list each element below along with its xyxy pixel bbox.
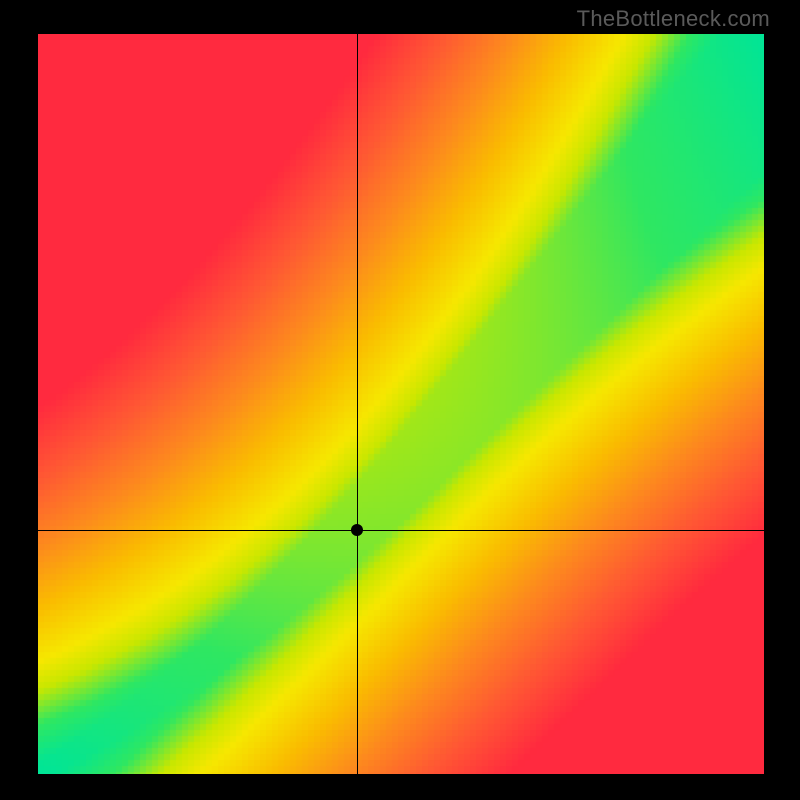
heatmap-canvas — [38, 34, 764, 774]
crosshair-horizontal — [38, 530, 764, 531]
data-point-marker — [351, 524, 363, 536]
watermark-text: TheBottleneck.com — [577, 6, 770, 32]
crosshair-vertical — [357, 34, 358, 774]
heatmap-plot — [38, 34, 764, 774]
